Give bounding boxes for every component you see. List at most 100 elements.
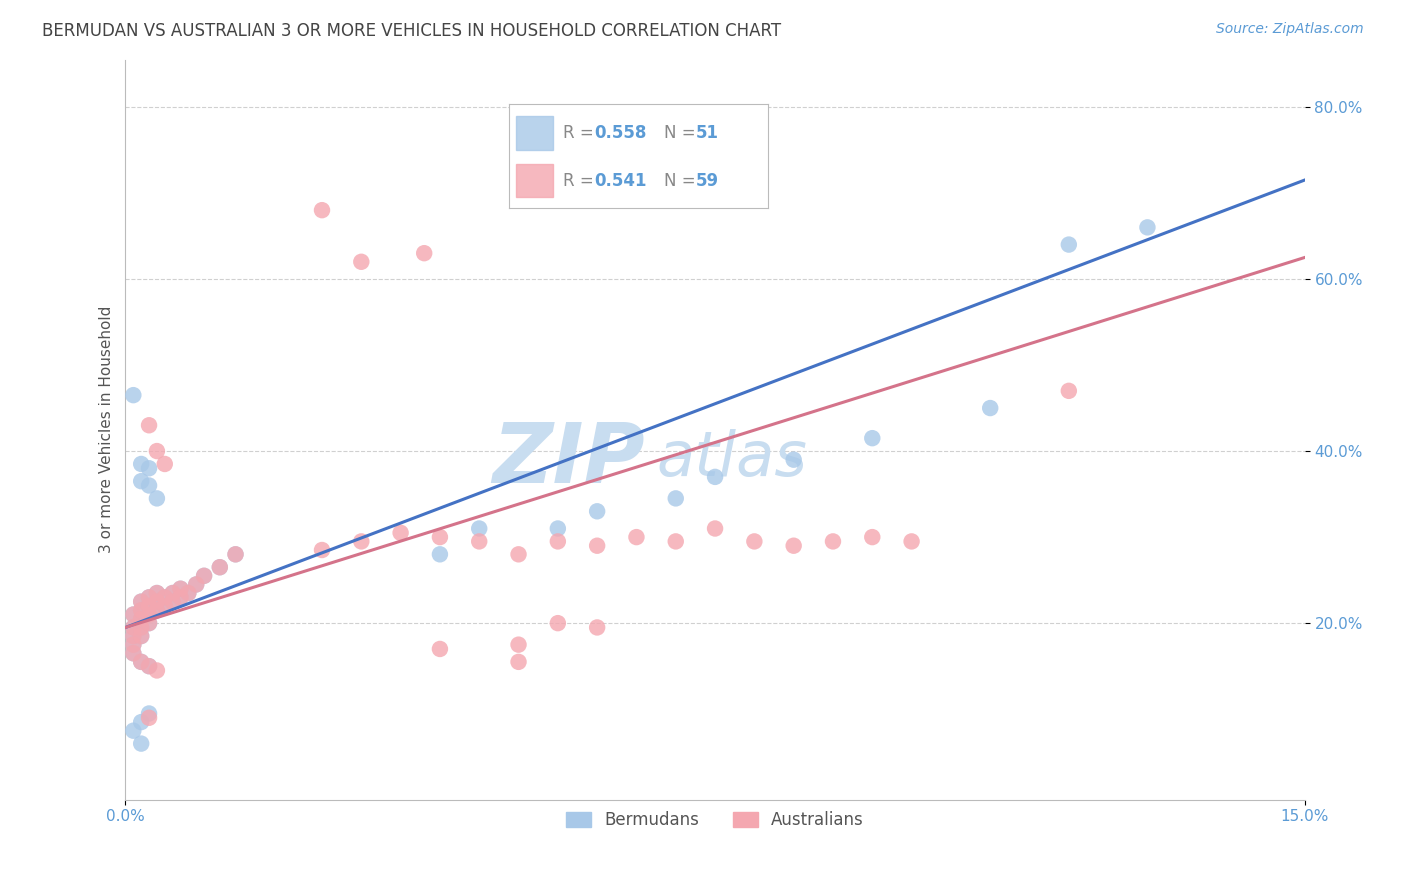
Point [782,539,804,553]
Point [146,603,169,617]
Point [208,560,231,574]
Point [129,612,152,626]
Point [122,646,145,660]
Point [626,530,648,544]
Point [122,638,145,652]
Point [508,655,530,669]
Point [350,534,373,549]
Point [389,525,412,540]
Point [122,607,145,622]
Point [138,599,160,613]
Point [1057,237,1080,252]
Point [122,607,145,622]
Point [122,388,145,402]
Point [138,599,160,613]
Point [225,547,247,561]
Point [186,577,208,591]
Point [350,254,373,268]
Point [122,620,145,634]
Point [129,594,152,608]
Point [138,591,160,605]
Point [153,599,176,613]
Point [429,530,451,544]
Point [704,521,727,535]
Point [138,706,160,721]
Text: Source: ZipAtlas.com: Source: ZipAtlas.com [1216,22,1364,37]
Point [129,629,152,643]
Point [665,534,688,549]
Point [129,594,152,608]
Point [138,591,160,605]
Point [146,586,169,600]
Point [129,715,152,730]
Point [860,431,883,445]
Legend: Bermudans, Australians: Bermudans, Australians [560,805,870,836]
Point [138,711,160,725]
Point [162,586,184,600]
Point [177,586,200,600]
Point [138,616,160,631]
Point [122,620,145,634]
Point [1057,384,1080,398]
Point [146,444,169,458]
Point [429,547,451,561]
Point [508,547,530,561]
Point [586,539,609,553]
Point [129,457,152,471]
Point [208,560,231,574]
Point [225,547,247,561]
Point [979,401,1001,415]
Point [162,586,184,600]
Point [169,582,191,596]
Point [129,603,152,617]
Point [138,616,160,631]
Point [138,478,160,492]
Point [177,586,200,600]
Point [122,638,145,652]
Point [129,603,152,617]
Point [468,521,491,535]
Point [122,723,145,738]
Point [129,620,152,634]
Point [153,457,176,471]
Point [129,655,152,669]
Point [162,594,184,608]
Y-axis label: 3 or more Vehicles in Household: 3 or more Vehicles in Household [100,306,114,553]
Text: ZIP: ZIP [492,418,644,500]
Point [413,246,436,260]
Point [162,594,184,608]
Text: atlas: atlas [657,429,807,489]
Point [129,612,152,626]
Point [744,534,766,549]
Point [311,543,333,558]
Point [122,646,145,660]
Point [129,655,152,669]
Point [547,534,569,549]
Point [129,737,152,751]
Point [146,594,169,608]
Point [153,591,176,605]
Point [153,591,176,605]
Point [586,620,609,634]
Point [153,599,176,613]
Point [468,534,491,549]
Text: BERMUDAN VS AUSTRALIAN 3 OR MORE VEHICLES IN HOUSEHOLD CORRELATION CHART: BERMUDAN VS AUSTRALIAN 3 OR MORE VEHICLE… [42,22,782,40]
Point [129,474,152,488]
Point [122,629,145,643]
Point [138,461,160,475]
Point [193,569,215,583]
Point [138,659,160,673]
Point [146,603,169,617]
Point [146,594,169,608]
Point [586,504,609,518]
Point [704,470,727,484]
Point [193,569,215,583]
Point [138,418,160,433]
Point [821,534,844,549]
Point [547,616,569,631]
Point [146,664,169,678]
Point [311,203,333,218]
Point [138,607,160,622]
Point [169,591,191,605]
Point [122,629,145,643]
